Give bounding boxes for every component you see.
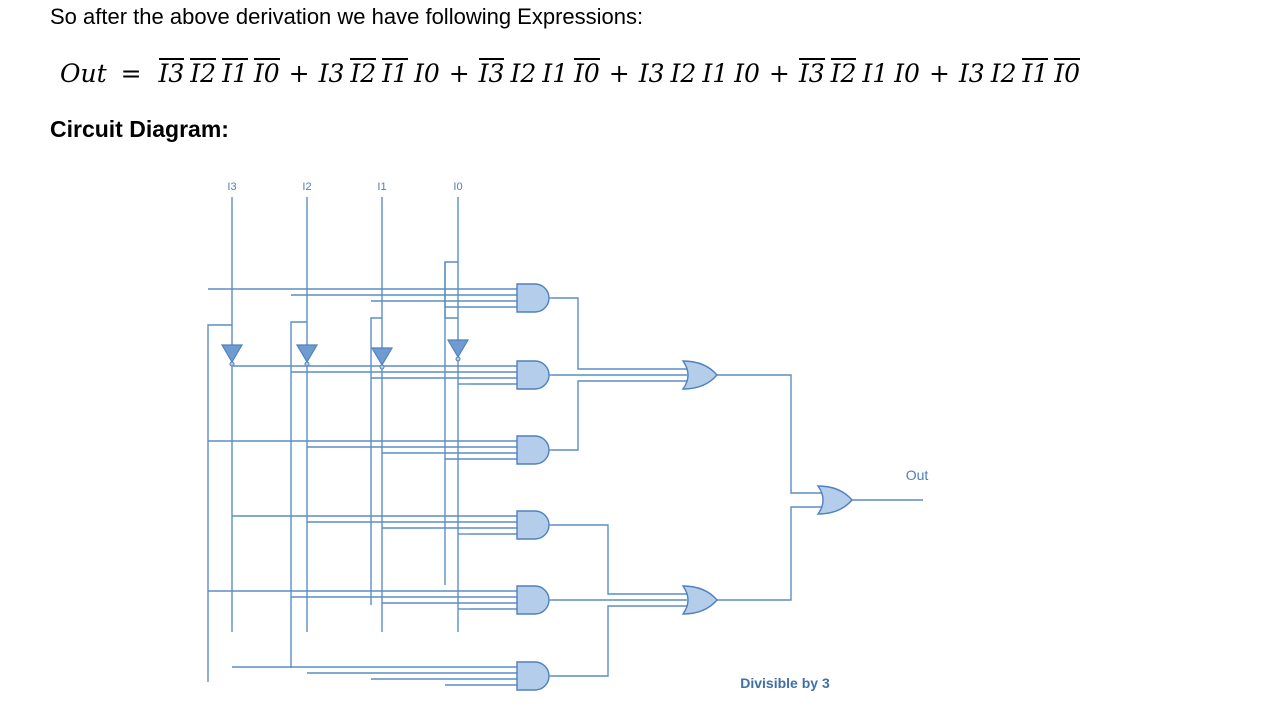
and-gate-body — [516, 283, 550, 313]
complemented-literal: I0 — [253, 58, 280, 88]
or-gate-2 — [681, 585, 718, 615]
literal: I3 — [318, 59, 345, 88]
or-gate-body — [816, 485, 853, 515]
not-gate-body — [446, 339, 470, 359]
and-gate-body — [516, 585, 550, 615]
not-gate-i1 — [370, 347, 394, 370]
or-gate-1 — [681, 360, 718, 390]
or1-to-final — [717, 374, 822, 494]
and-gate-5 — [516, 585, 550, 615]
plus-sign: + — [928, 59, 950, 88]
complemented-literal: I1 — [382, 58, 408, 88]
and6-to-or2 — [552, 605, 687, 677]
literal: I0 — [894, 59, 920, 88]
input-label-i1: I1 — [377, 181, 386, 193]
literal: I0 — [734, 59, 760, 88]
plus-sign: + — [448, 59, 470, 88]
and-gate-body — [516, 435, 550, 465]
complemented-literal: I2 — [190, 58, 217, 88]
complement-line-i1 — [370, 317, 382, 605]
not-gate-i3 — [220, 344, 244, 367]
and-gate-2 — [516, 360, 550, 390]
or-gate-body — [681, 585, 718, 615]
complemented-literal: I3 — [478, 58, 505, 88]
literal: I2 — [510, 59, 537, 88]
literal: I0 — [413, 59, 440, 88]
minterm: I3 I2 I1 I0 — [636, 59, 763, 88]
literal: I1 — [702, 59, 729, 88]
complemented-literal: I0 — [574, 58, 600, 88]
intro-text: So after the above derivation we have fo… — [50, 4, 644, 29]
not-gate-body — [220, 344, 244, 364]
and3-to-or1 — [552, 380, 687, 451]
complement-line-i2 — [290, 321, 307, 668]
complement-line-i0 — [444, 261, 458, 319]
complemented-literal: I3 — [798, 58, 825, 88]
literal: I2 — [670, 59, 697, 88]
input-label-i2: I2 — [302, 181, 311, 193]
not-gates — [220, 339, 470, 370]
literal: I3 — [958, 59, 985, 88]
complemented-literal: I2 — [350, 58, 377, 88]
or2-to-final — [717, 506, 822, 601]
plus-sign: + — [288, 59, 310, 88]
not-gate-body — [370, 347, 394, 367]
equation-lhs: Out — [60, 59, 107, 88]
equation-terms: I3 I2 I1 I0 + I3 I2 I1 I0 + I3 I2 I1 I0 + I3 I2 I1 I0 + I3 I2… — [156, 58, 1084, 88]
complemented-literal: I1 — [222, 58, 248, 88]
literal: I1 — [862, 59, 889, 88]
plus-sign: + — [608, 59, 630, 88]
literal: I1 — [542, 59, 569, 88]
and-gate-3 — [516, 435, 550, 465]
literal: I3 — [638, 59, 665, 88]
not-gate-i2 — [295, 344, 319, 367]
complemented-literal: I3 — [158, 58, 185, 88]
complemented-literal: I0 — [1054, 58, 1081, 88]
and1-to-or1 — [552, 297, 687, 370]
and-gate-4 — [516, 510, 550, 540]
not-gate-body — [295, 344, 319, 364]
circuit-caption: Divisible by 3 — [740, 675, 830, 691]
circuit-heading: Circuit Diagram: — [50, 116, 229, 142]
complemented-literal: I2 — [830, 58, 857, 88]
and-gate-1 — [516, 283, 550, 313]
output-equation: Out = I3 I2 I1 I0 + I3 I2 I1 I0 + I3 I2 I1 I0 + I3 I2 I1 I… — [60, 58, 1083, 88]
equals-sign: = — [120, 59, 142, 88]
or-gate-body — [681, 360, 718, 390]
minterm: I3 I2 I1 I0 — [796, 58, 923, 88]
and-gate-6 — [516, 661, 550, 691]
circuit-wires — [207, 197, 923, 686]
not-gate-bubble — [455, 356, 461, 362]
circuit-labels: I3 I2 I1 I0 Out Divisible by 3 — [227, 181, 928, 691]
and4-to-or2 — [552, 524, 687, 595]
or-gate-final — [816, 485, 853, 515]
complemented-literal: I1 — [1022, 58, 1049, 88]
complement-line-i3 — [207, 324, 232, 682]
input-label-i3: I3 — [227, 181, 236, 193]
minterm: I3 I2 I1 I0 — [316, 58, 443, 88]
minterm: I3 I2 I1 I0 — [956, 58, 1083, 88]
not-gate-bubble — [229, 361, 235, 367]
minterm: I3 I2 I1 I0 — [156, 58, 283, 88]
not-gate-i0 — [446, 339, 470, 362]
literal: I2 — [990, 59, 1017, 88]
not-gate-bubble — [379, 364, 385, 370]
and-gate-body — [516, 360, 550, 390]
plus-sign: + — [768, 59, 790, 88]
input-label-i0: I0 — [453, 181, 462, 193]
and-gate-body — [516, 661, 550, 691]
and-gate-body — [516, 510, 550, 540]
or-gates — [681, 360, 853, 615]
not-gate-bubble — [304, 361, 310, 367]
and-gates — [516, 283, 550, 691]
minterm: I3 I2 I1 I0 — [476, 58, 603, 88]
output-label: Out — [906, 467, 929, 483]
